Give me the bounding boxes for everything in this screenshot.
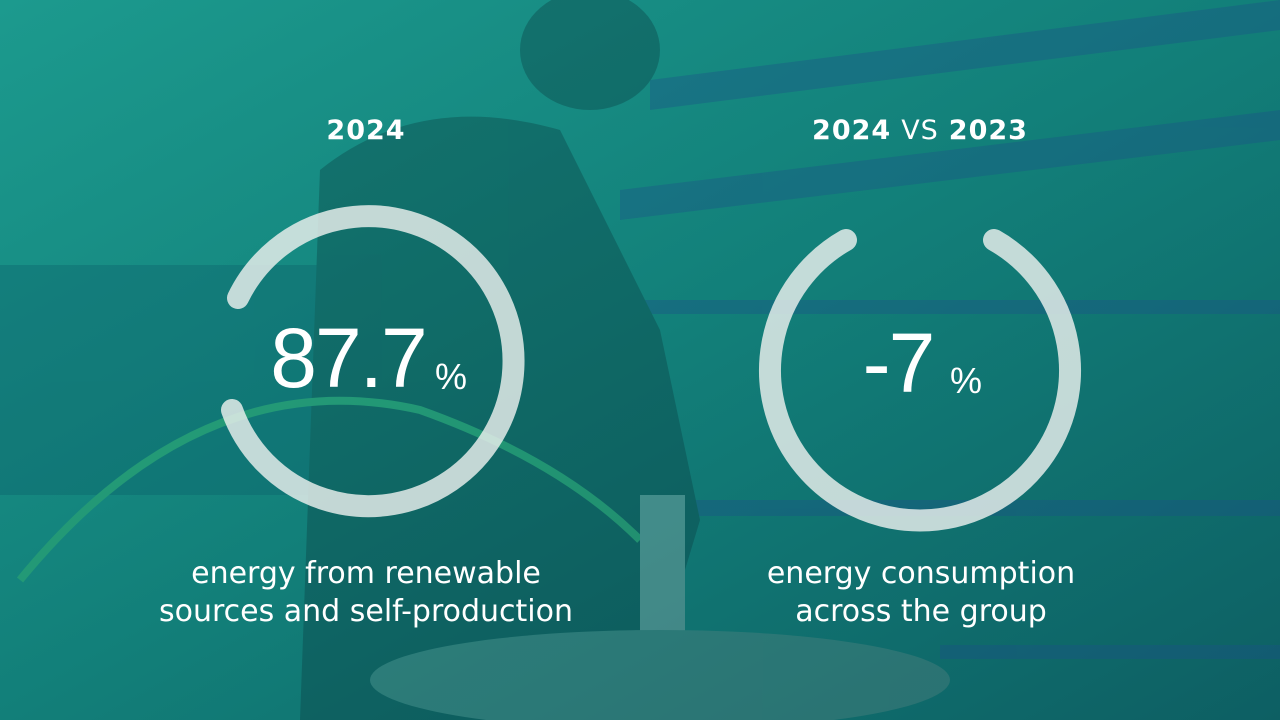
stat-value: 87.7	[270, 311, 426, 405]
heading-year: 2023	[949, 115, 1028, 146]
caption: energy consumption	[767, 556, 1075, 591]
caption: energy from renewable	[191, 556, 541, 591]
stat-unit: %	[435, 356, 467, 397]
ring	[759, 229, 1081, 532]
heading: 2024 VS 2023	[812, 115, 1028, 146]
stat-value: -7	[863, 316, 934, 410]
heading: 2024	[326, 115, 405, 146]
caption: sources and self-production	[159, 594, 573, 629]
heading-vs: VS	[901, 115, 939, 146]
stat-unit: %	[950, 360, 982, 401]
ring	[221, 205, 525, 518]
caption: across the group	[795, 594, 1047, 629]
heading-year: 2024	[812, 115, 891, 146]
